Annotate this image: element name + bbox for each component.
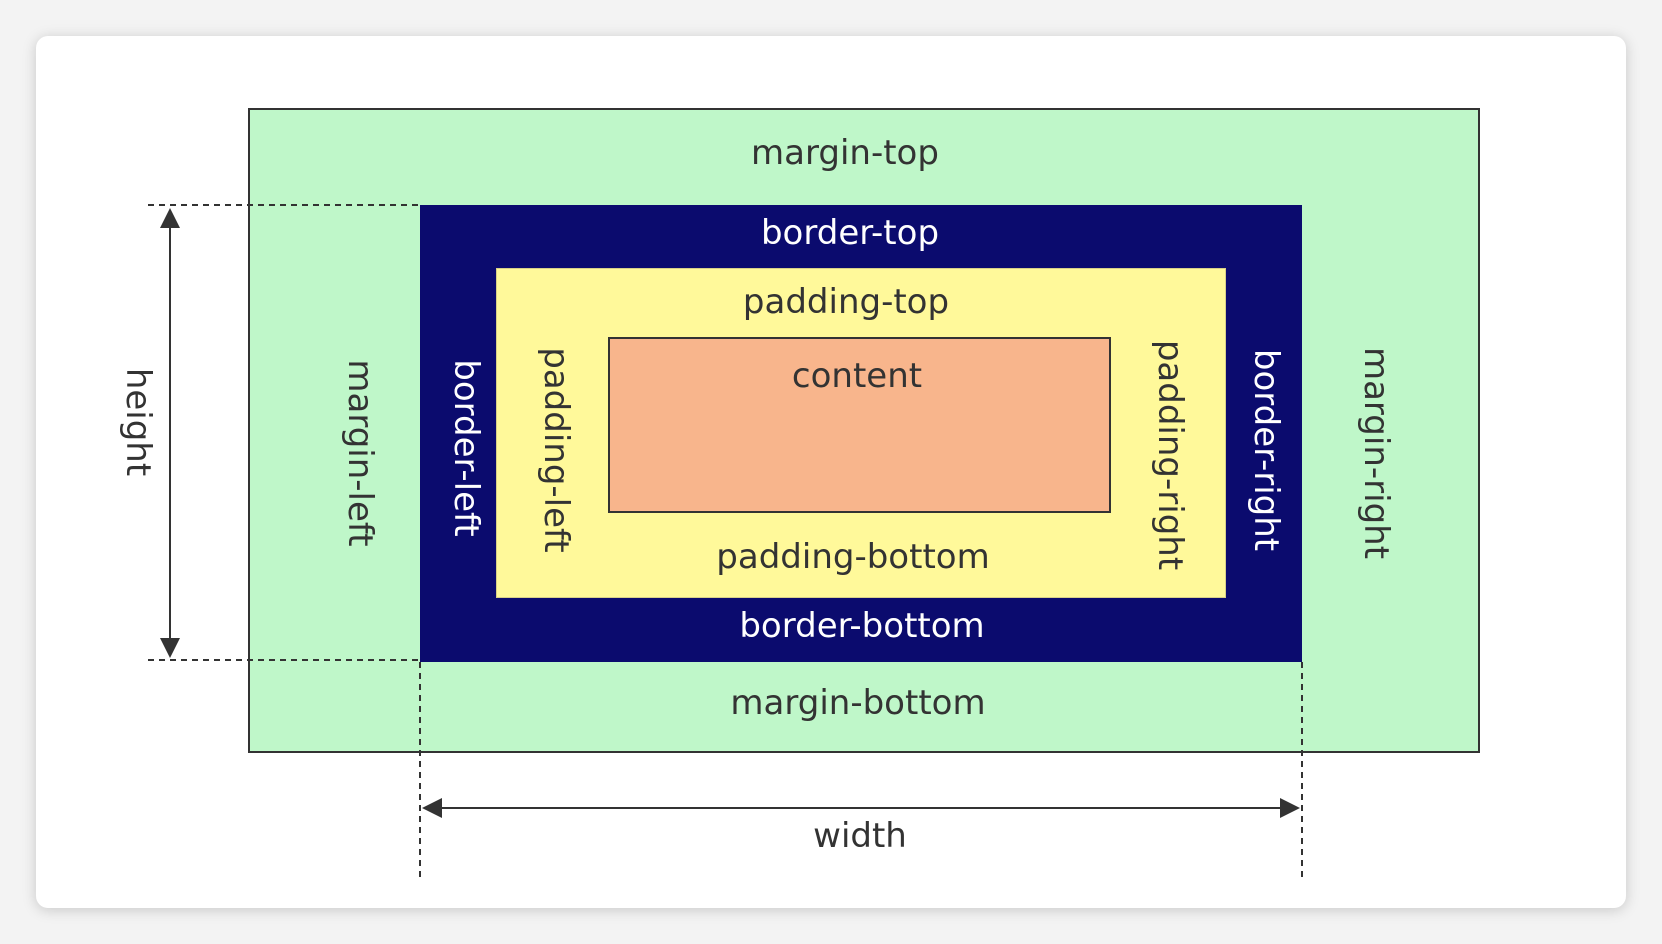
margin-bottom-label: margin-bottom <box>730 683 986 723</box>
border-top-label: border-top <box>760 213 940 253</box>
border-left-label: border-left <box>446 359 486 537</box>
border-right-label: border-right <box>1246 348 1286 552</box>
padding-bottom-label: padding-bottom <box>716 537 990 577</box>
width-label: width <box>813 816 907 856</box>
content-label: content <box>791 356 923 396</box>
padding-top-label: padding-top <box>742 282 950 322</box>
content-area <box>608 337 1111 513</box>
border-bottom-label: border-bottom <box>739 606 985 646</box>
height-label: height <box>118 367 158 477</box>
margin-left-label: margin-left <box>340 359 380 547</box>
padding-left-label: padding-left <box>536 347 576 553</box>
padding-right-label: padding-right <box>1150 339 1190 571</box>
margin-top-label: margin-top <box>751 133 939 173</box>
margin-right-label: margin-right <box>1356 346 1396 560</box>
